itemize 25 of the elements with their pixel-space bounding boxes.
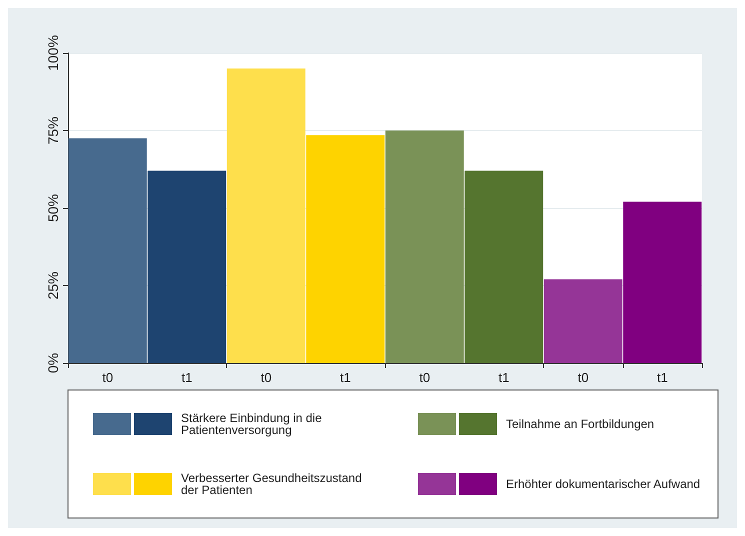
y-tick-label: 75%	[45, 116, 61, 145]
bar	[464, 170, 544, 363]
bar	[68, 138, 147, 363]
bar	[226, 68, 306, 363]
legend-label: Verbesserter Gesundheitszustand der Patienten	[181, 471, 366, 497]
x-tick-label: t0	[260, 370, 272, 385]
legend-label: Teilnahme an Fortbildungen	[506, 417, 654, 431]
bar	[544, 279, 622, 363]
legend-label: Stärkere Einbindung in die Patientenversorgung	[181, 411, 326, 437]
x-tick-label: t1	[340, 370, 351, 385]
x-tick-label: t1	[498, 370, 510, 385]
y-tick-label: 0%	[45, 352, 61, 374]
x-tick-label: t1	[181, 370, 192, 385]
bar	[385, 130, 464, 363]
x-tick-label: t0	[419, 370, 430, 385]
y-tick-label: 25%	[45, 271, 61, 300]
bar	[306, 135, 385, 363]
x-tick-label: t1	[656, 370, 668, 385]
legend-label: Erhöhter dokumentarischer Aufwand	[506, 477, 700, 491]
bar	[623, 202, 702, 363]
bar	[148, 170, 226, 363]
y-tick-label: 50%	[45, 194, 61, 222]
x-tick-label: t0	[578, 370, 589, 385]
y-tick-label: 100%	[45, 35, 61, 71]
x-tick-label: t0	[102, 370, 114, 385]
